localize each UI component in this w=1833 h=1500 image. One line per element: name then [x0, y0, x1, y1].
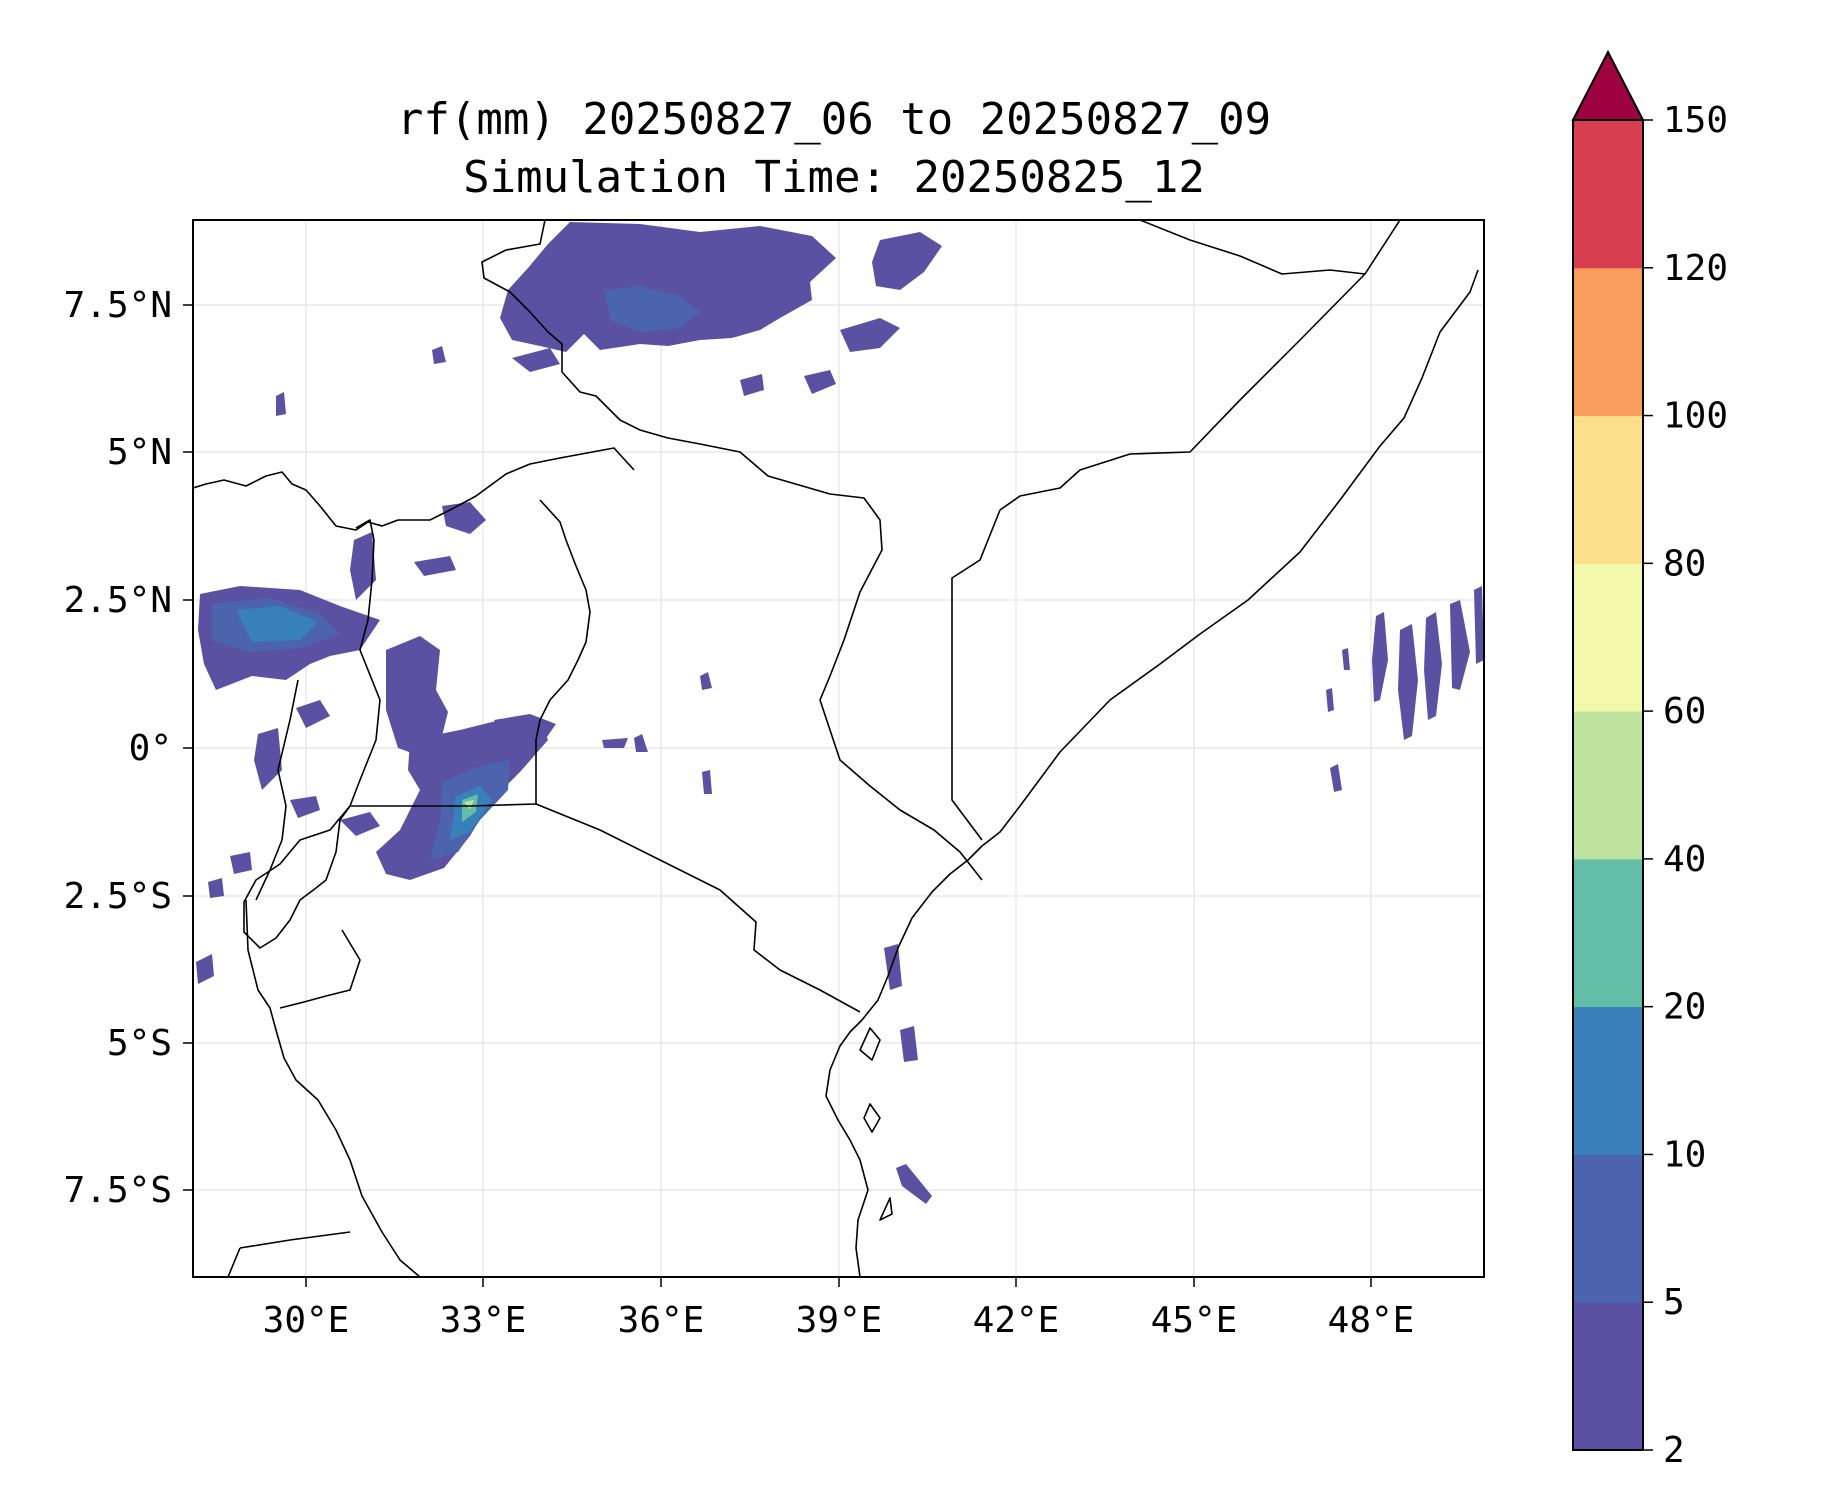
rain-patch — [290, 796, 320, 818]
rain-patch — [464, 800, 474, 810]
lat-tick-label: 7.5°S — [64, 1170, 172, 1211]
rain-patch — [884, 944, 902, 990]
rain-patch — [254, 728, 282, 790]
rain-patch — [296, 700, 330, 728]
lat-tick-label: 5°S — [107, 1023, 172, 1064]
rain-patch — [1326, 688, 1334, 712]
rain-patch — [230, 852, 252, 874]
colorbar-tick-label: 5 — [1663, 1282, 1685, 1323]
lon-tick-label: 33°E — [440, 1300, 527, 1341]
colorbar-tick-label: 40 — [1663, 839, 1706, 880]
rain-patch — [900, 1026, 918, 1062]
colorbar-tick-label: 120 — [1663, 248, 1728, 289]
rainfall-contours — [196, 222, 1484, 1204]
colorbar-tick-label: 100 — [1663, 396, 1728, 437]
rain-patch — [604, 286, 700, 332]
map-grid — [193, 220, 1484, 1277]
colorbar-tick-label: 80 — [1663, 543, 1706, 584]
rain-patch — [602, 738, 628, 748]
colorbar-bin — [1573, 563, 1643, 712]
rain-patch — [740, 374, 764, 396]
rain-patch — [872, 232, 942, 290]
rain-patch — [1450, 600, 1470, 690]
colorbar-bin — [1573, 1154, 1643, 1303]
rain-patch — [276, 392, 286, 416]
colorbar-bin — [1573, 267, 1643, 417]
lon-tick-label: 36°E — [618, 1300, 705, 1341]
rain-patch — [1474, 586, 1484, 664]
colorbar-bin — [1573, 415, 1643, 564]
rain-patch — [196, 954, 214, 984]
colorbar-outline — [1572, 119, 1644, 1451]
colorbar-bin — [1573, 120, 1643, 269]
rain-patch — [1372, 612, 1388, 702]
rain-patch — [896, 1164, 932, 1204]
rain-patch — [236, 606, 318, 642]
colorbar-extend-triangle — [1571, 49, 1645, 121]
rain-patch — [702, 770, 712, 794]
rain-patch — [634, 734, 648, 752]
rain-patch — [1398, 624, 1418, 740]
colorbar-bin — [1573, 711, 1643, 860]
rain-patch — [1342, 648, 1350, 670]
colorbar-tick-label: 10 — [1663, 1134, 1706, 1175]
colorbar: 2 5 10 20 40 60 80 100 120 150 — [1571, 49, 1728, 1471]
colorbar-tick-label: 2 — [1663, 1430, 1685, 1471]
rain-patch — [1330, 764, 1342, 792]
rain-patch — [208, 878, 224, 898]
rain-patch — [350, 532, 376, 600]
lon-tick-label: 45°E — [1151, 1300, 1238, 1341]
rain-patch — [500, 222, 836, 352]
colorbar-tick-label: 60 — [1663, 691, 1706, 732]
colorbar-tick-label: 150 — [1663, 100, 1728, 141]
lon-axis: 30°E 33°E 36°E 39°E 42°E 45°E 48°E — [263, 1277, 1415, 1341]
colorbar-bin — [1573, 1006, 1643, 1155]
lon-tick-label: 39°E — [796, 1300, 883, 1341]
lat-tick-label: 0° — [129, 728, 172, 769]
rain-patch — [804, 370, 836, 394]
rain-patch — [512, 348, 560, 372]
title-line-1: rf(mm) 20250827_06 to 20250827_09 — [397, 94, 1271, 145]
colorbar-bin — [1573, 858, 1643, 1008]
lat-tick-label: 5°N — [107, 432, 172, 473]
colorbar-tick-label: 20 — [1663, 987, 1706, 1028]
lon-tick-label: 30°E — [263, 1300, 350, 1341]
lat-axis: 7.5°N 5°N 2.5°N 0° 2.5°S 5°S 7.5°S — [64, 285, 193, 1211]
lat-tick-label: 7.5°N — [64, 285, 172, 326]
title-line-2: Simulation Time: 20250825_12 — [463, 152, 1205, 203]
rain-patch — [1424, 612, 1442, 720]
rain-patch — [340, 812, 380, 836]
rain-patch — [432, 346, 446, 364]
rain-patch — [442, 502, 486, 534]
rain-patch — [386, 636, 448, 756]
lat-tick-label: 2.5°S — [64, 876, 172, 917]
lon-tick-label: 42°E — [973, 1300, 1060, 1341]
colorbar-bin — [1573, 1302, 1643, 1451]
lon-tick-label: 48°E — [1328, 1300, 1415, 1341]
rain-patch — [414, 556, 456, 576]
map-panel: 30°E 33°E 36°E 39°E 42°E 45°E 48°E 7.5°N… — [64, 219, 1485, 1341]
rain-patch — [700, 672, 712, 690]
lat-tick-label: 2.5°N — [64, 580, 172, 621]
rain-patch — [840, 318, 900, 352]
country-borders — [192, 219, 1479, 1278]
